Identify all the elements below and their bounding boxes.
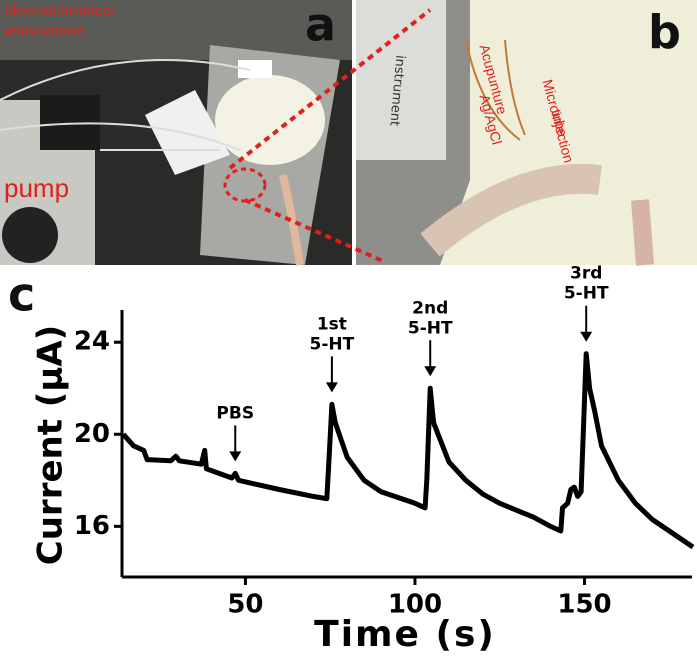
annotation-arrowhead [229, 451, 242, 462]
photo-label: workstation [3, 23, 85, 40]
annotation: 5-HT [310, 334, 355, 354]
annotation: 3rd [570, 264, 602, 284]
annotation: 5-HT [564, 284, 609, 304]
y-axis-label: Current (μA) [31, 325, 71, 565]
panel-label: a [305, 0, 336, 52]
panel-label: b [648, 6, 681, 60]
data-line [121, 351, 695, 550]
y-tick-label: 24 [74, 327, 110, 357]
panel-label: c [8, 268, 35, 322]
photo-label: pump [4, 173, 69, 203]
zoom-circle [223, 167, 267, 203]
annotation: PBS [216, 403, 254, 423]
y-tick-label: 16 [74, 511, 110, 541]
zoom-line [244, 198, 386, 264]
annotation-arrowhead [424, 366, 437, 377]
x-tick-label: 50 [227, 590, 263, 620]
annotation-arrowhead [580, 331, 593, 342]
photo-label: electrochemical [4, 3, 115, 20]
x-tick-label: 150 [557, 590, 611, 620]
annotation: 5-HT [408, 318, 453, 338]
annotation: 1st [317, 314, 347, 334]
zoom-line [228, 8, 432, 170]
photo-label: instrument [386, 54, 407, 126]
x-tick-label: 100 [388, 590, 442, 620]
x-axis-label: Time (s) [314, 614, 496, 655]
photo-label: tube [549, 108, 572, 139]
annotation-arrowhead [325, 382, 338, 393]
photo-a [0, 0, 352, 266]
photo-b [356, 0, 697, 266]
annotation: 2nd [412, 298, 448, 318]
y-tick-label: 20 [74, 419, 110, 449]
